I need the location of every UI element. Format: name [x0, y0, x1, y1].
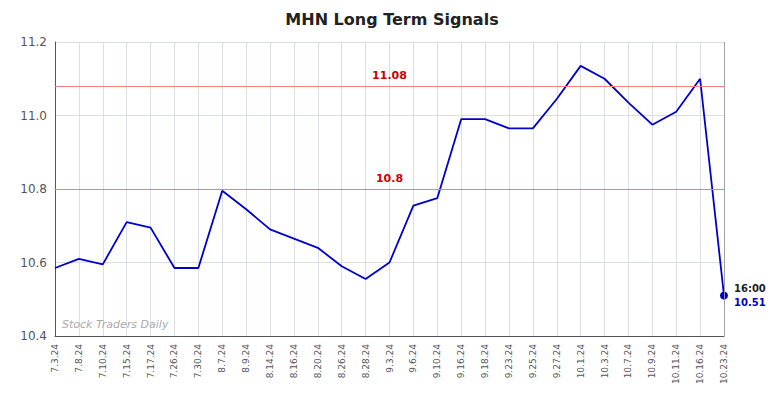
svg-text:9.3.24: 9.3.24 [385, 344, 395, 373]
svg-text:7.15.24: 7.15.24 [122, 344, 132, 379]
svg-text:7.26.24: 7.26.24 [169, 344, 179, 379]
svg-text:9.6.24: 9.6.24 [408, 344, 418, 373]
svg-text:10.6: 10.6 [20, 256, 47, 270]
svg-text:8.9.24: 8.9.24 [241, 344, 251, 373]
svg-text:7.3.24: 7.3.24 [50, 344, 60, 373]
svg-text:9.16.24: 9.16.24 [456, 344, 466, 379]
svg-text:Stock Traders Daily: Stock Traders Daily [62, 318, 169, 331]
svg-text:9.10.24: 9.10.24 [432, 344, 442, 379]
svg-text:9.18.24: 9.18.24 [480, 344, 490, 379]
svg-text:10.11.24: 10.11.24 [671, 344, 681, 384]
svg-text:9.23.24: 9.23.24 [504, 344, 514, 379]
svg-text:8.7.24: 8.7.24 [217, 344, 227, 373]
svg-text:8.20.24: 8.20.24 [313, 344, 323, 379]
svg-text:16:00: 16:00 [734, 283, 766, 294]
svg-text:10.51: 10.51 [734, 297, 766, 308]
svg-text:MHN Long Term Signals: MHN Long Term Signals [285, 10, 498, 29]
svg-text:10.16.24: 10.16.24 [695, 344, 705, 384]
svg-text:7.17.24: 7.17.24 [146, 344, 156, 379]
svg-text:10.8: 10.8 [376, 172, 403, 185]
svg-text:9.25.24: 9.25.24 [528, 344, 538, 379]
svg-text:10.9.24: 10.9.24 [647, 344, 657, 379]
svg-text:11.0: 11.0 [20, 109, 47, 123]
svg-text:10.3.24: 10.3.24 [600, 344, 610, 379]
svg-text:7.30.24: 7.30.24 [193, 344, 203, 379]
svg-text:8.26.24: 8.26.24 [337, 344, 347, 379]
svg-text:7.10.24: 7.10.24 [98, 344, 108, 379]
svg-text:8.28.24: 8.28.24 [361, 344, 371, 379]
svg-text:10.4: 10.4 [20, 329, 47, 343]
svg-text:10.7.24: 10.7.24 [623, 344, 633, 379]
svg-text:11.08: 11.08 [372, 69, 407, 82]
svg-text:10.23.24: 10.23.24 [719, 344, 729, 384]
svg-text:10.8: 10.8 [20, 182, 47, 196]
svg-text:8.16.24: 8.16.24 [289, 344, 299, 379]
svg-text:10.1.24: 10.1.24 [576, 344, 586, 379]
svg-text:9.27.24: 9.27.24 [552, 344, 562, 379]
svg-text:11.2: 11.2 [20, 35, 47, 49]
svg-text:7.8.24: 7.8.24 [74, 344, 84, 373]
svg-text:8.14.24: 8.14.24 [265, 344, 275, 379]
